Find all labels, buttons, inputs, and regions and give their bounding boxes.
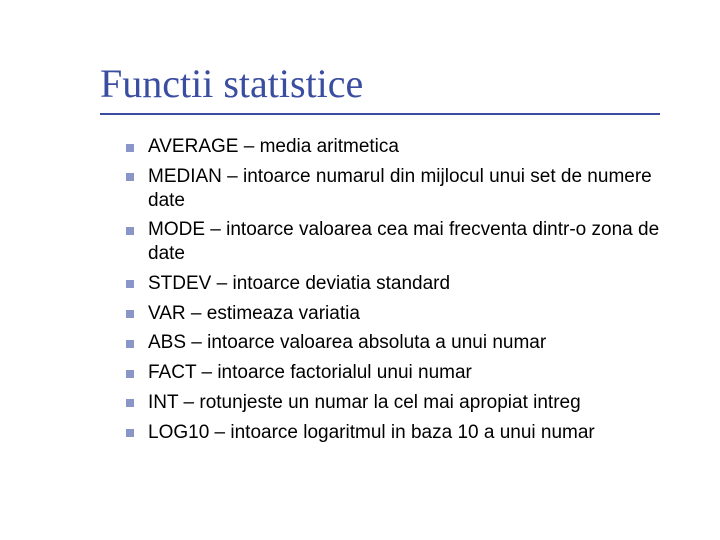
list-item: LOG10 – intoarce logaritmul in baza 10 a… xyxy=(126,421,660,445)
slide: Functii statistice AVERAGE – media aritm… xyxy=(0,0,720,540)
list-item: AVERAGE – media aritmetica xyxy=(126,135,660,159)
list-item: MEDIAN – intoarce numarul din mijlocul u… xyxy=(126,165,660,213)
list-item: STDEV – intoarce deviatia standard xyxy=(126,272,660,296)
list-item: MODE – intoarce valoarea cea mai frecven… xyxy=(126,218,660,266)
title-underline xyxy=(100,113,660,115)
list-item: INT – rotunjeste un numar la cel mai apr… xyxy=(126,391,660,415)
list-item: FACT – intoarce factorialul unui numar xyxy=(126,361,660,385)
bullet-list: AVERAGE – media aritmetica MEDIAN – into… xyxy=(100,135,660,444)
list-item: VAR – estimeaza variatia xyxy=(126,302,660,326)
list-item: ABS – intoarce valoarea absoluta a unui … xyxy=(126,331,660,355)
slide-title: Functii statistice xyxy=(100,60,660,107)
